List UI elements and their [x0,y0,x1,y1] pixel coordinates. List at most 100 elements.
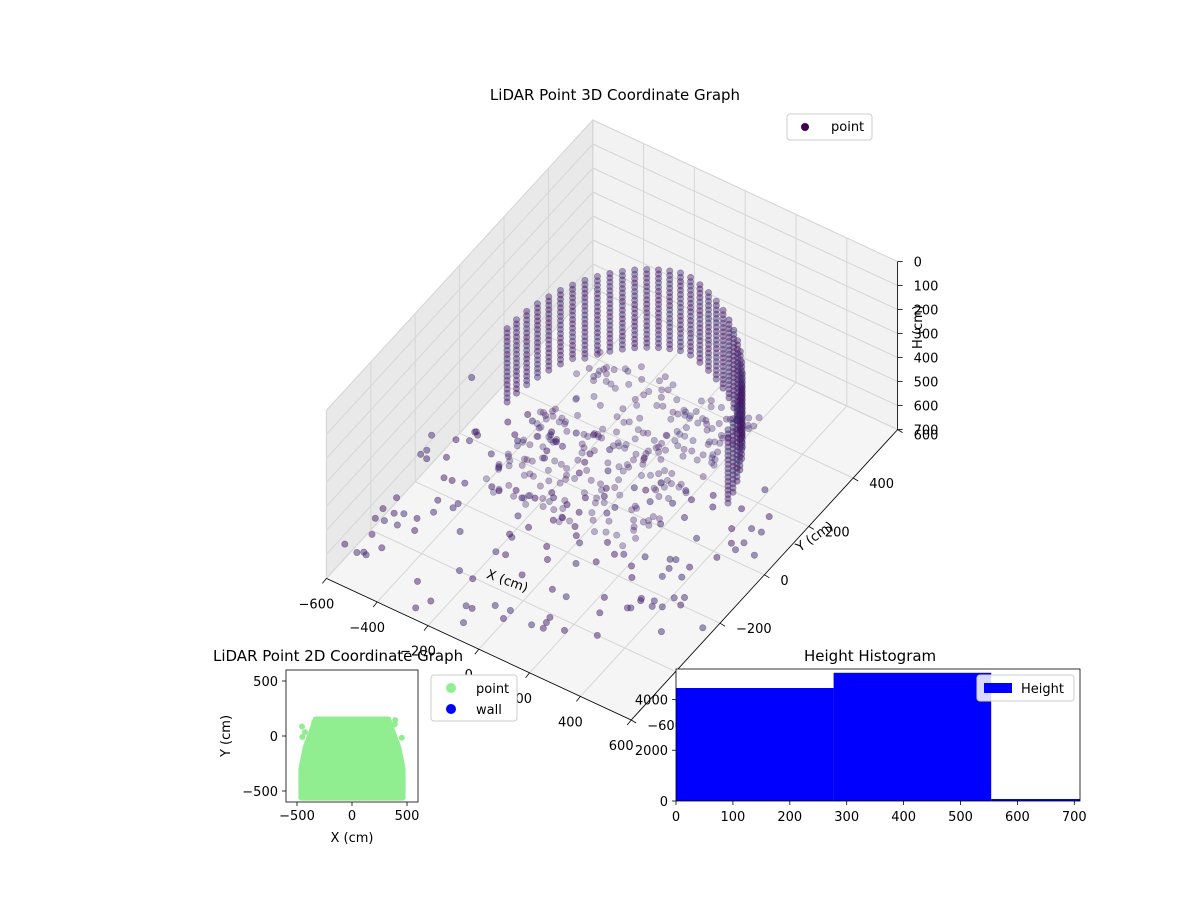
data-point [593,272,601,280]
data-point [637,471,645,479]
data-point [732,427,740,435]
data-point [696,332,704,340]
data-point [340,719,347,726]
data-point [620,550,628,558]
data-point [680,593,688,601]
data-point [518,461,526,469]
data-point [627,562,635,570]
data-point [710,461,718,469]
data-point [606,300,614,308]
data-point [615,476,623,484]
data-point [528,457,536,465]
data-point [333,782,340,789]
data-point [696,337,704,345]
y-tick-label: 200 [825,525,850,540]
data-point [692,408,700,416]
data-point [385,741,392,748]
data-point [714,448,722,456]
y-tick-label: 500 [253,675,278,690]
data-point [726,415,734,423]
data-point [510,492,518,500]
data-point [523,338,531,346]
data-point [590,372,598,380]
data-point [646,498,654,506]
data-point [533,330,541,338]
data-point [611,503,619,511]
data-point [736,392,744,400]
data-point [736,378,744,386]
grid-z [326,263,898,555]
data-point [333,731,340,738]
data-point [604,467,612,475]
data-point [631,395,639,403]
data-point [729,432,737,440]
data-point [606,339,614,347]
data-point [640,391,648,399]
data-point [740,539,748,547]
data-point [506,530,514,538]
data-point [593,294,601,302]
data-point [631,314,639,322]
data-point [712,332,720,340]
data-point [618,280,626,288]
data-point [730,374,738,382]
data-point [574,456,582,464]
data-point [730,361,738,369]
data-point [654,339,662,347]
data-point [729,488,737,496]
data-point [600,499,608,507]
data-point [541,411,549,419]
data-point [523,376,531,384]
x-tick-label: 100 [720,810,745,825]
data-point [563,501,571,509]
data-point [704,336,712,344]
data-point [736,365,744,373]
data-point [518,494,526,502]
data-point [729,445,737,453]
data-point [299,734,306,740]
data-point [595,367,603,375]
data-point [549,516,557,524]
data-point [733,447,741,455]
data-point [643,300,651,308]
data-point [655,443,663,451]
data-point [733,477,741,485]
data-point [676,430,684,438]
data-point [341,540,349,548]
data-point [533,339,541,347]
data-point [606,343,614,351]
data-point [395,766,402,772]
chart-2d-title: LiDAR Point 2D Coordinate Graph [213,647,464,665]
data-point [562,593,570,601]
data-point [725,346,733,354]
data-point [724,490,732,498]
data-point [370,732,377,739]
data-point [528,621,536,629]
data-point [657,479,665,487]
data-point [725,342,733,350]
y-tick [808,526,815,530]
x-axis-label: X (cm) [331,831,374,846]
data-point [676,308,684,316]
data-point [631,318,639,326]
data-point [581,341,589,349]
data-point [482,475,490,483]
grid-z [326,143,898,435]
data-point [630,516,638,524]
data-point [704,332,712,340]
data-point [693,534,701,542]
data-point [512,337,520,345]
data-point [643,291,651,299]
data-point [503,381,511,389]
data-point [299,723,305,730]
data-point [604,459,612,467]
data-point [384,748,391,755]
data-point [666,332,674,340]
data-point [593,298,601,306]
legend-marker-wall [446,704,456,714]
data-point [704,440,712,448]
data-point [725,351,733,359]
data-point [645,521,653,529]
data-point [733,464,741,472]
data-point [330,717,337,724]
